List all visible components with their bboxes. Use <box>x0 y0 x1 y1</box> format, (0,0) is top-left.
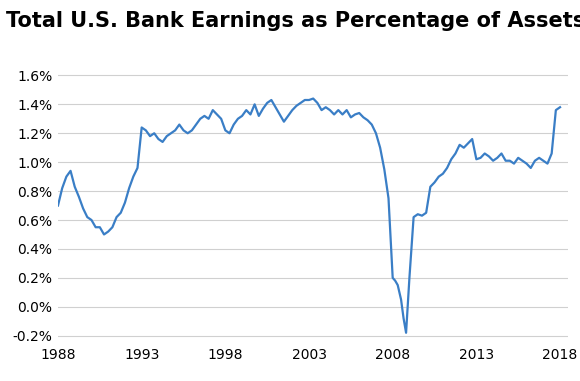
Text: Total U.S. Bank Earnings as Percentage of Assets: Total U.S. Bank Earnings as Percentage o… <box>6 11 580 31</box>
